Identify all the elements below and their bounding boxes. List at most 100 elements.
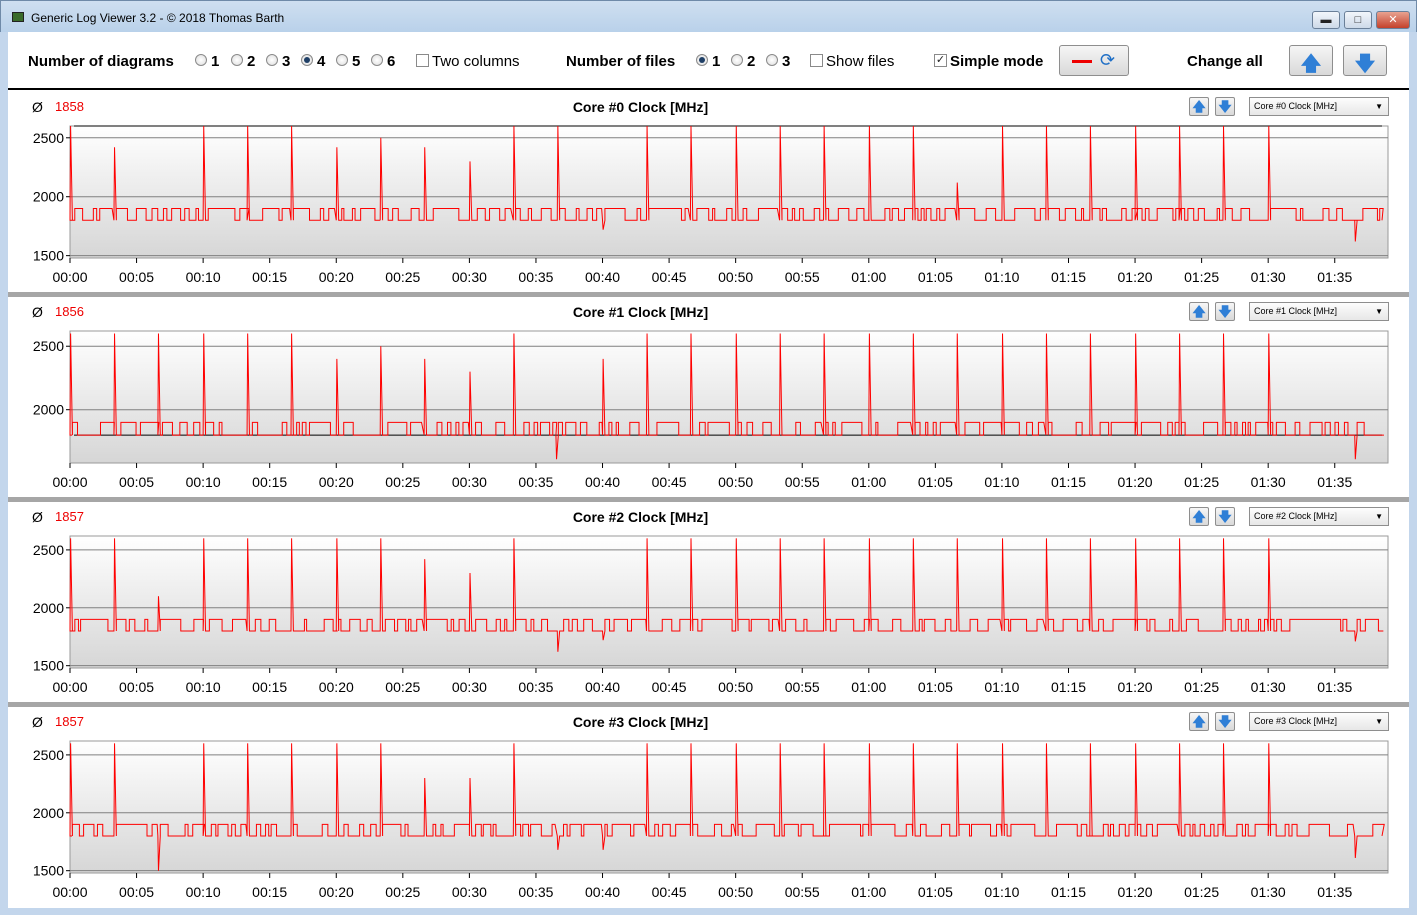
plot-area — [69, 740, 1389, 874]
x-tick-label: 00:25 — [385, 474, 420, 490]
move-up-all-button[interactable]: 🡅 — [1289, 45, 1333, 76]
diagram-title: Core #3 Clock [MHz] — [572, 714, 709, 730]
move-up-button[interactable]: 🡅 — [1189, 507, 1209, 526]
maximize-button[interactable]: □ — [1344, 11, 1372, 29]
show-files-label: Show files — [826, 53, 895, 70]
y-tick-label: 2500 — [33, 130, 64, 146]
sensor-select[interactable]: Core #0 Clock [MHz] ▼ — [1249, 97, 1389, 116]
chevron-down-icon: ▼ — [1375, 717, 1383, 726]
x-tick-label: 01:35 — [1317, 269, 1352, 285]
y-tick-label: 1500 — [33, 863, 64, 879]
average-symbol: Ø — [32, 99, 43, 115]
files-radio-3[interactable] — [766, 54, 778, 66]
x-tick-label: 00:00 — [52, 474, 87, 490]
app-icon — [12, 12, 24, 22]
move-up-button[interactable]: 🡅 — [1189, 302, 1209, 321]
x-tick-label: 00:50 — [718, 269, 753, 285]
move-down-button[interactable]: 🡇 — [1215, 507, 1235, 526]
files-radio-label-3: 3 — [782, 53, 791, 70]
line-style-button[interactable]: ⟳ — [1059, 45, 1129, 76]
x-tick-label: 01:25 — [1184, 679, 1219, 695]
x-tick-label: 01:35 — [1317, 474, 1352, 490]
x-tick-label: 01:35 — [1317, 679, 1352, 695]
arrow-down-icon: 🡇 — [1218, 509, 1232, 524]
y-tick-label: 2000 — [33, 805, 64, 821]
x-tick-label: 01:25 — [1184, 474, 1219, 490]
diagrams-radio-4[interactable] — [301, 54, 313, 66]
show-files-checkbox[interactable] — [810, 54, 823, 67]
x-tick-label: 00:00 — [52, 269, 87, 285]
x-tick-label: 01:00 — [851, 269, 886, 285]
x-tick-label: 01:10 — [984, 269, 1019, 285]
diagrams-radio-1[interactable] — [195, 54, 207, 66]
x-tick-label: 00:00 — [52, 679, 87, 695]
diagrams-radio-label-6: 6 — [387, 53, 396, 70]
x-tick-label: 01:10 — [984, 679, 1019, 695]
x-tick-label: 00:40 — [585, 679, 620, 695]
y-tick-label: 1500 — [33, 248, 64, 264]
diagrams-radio-3[interactable] — [266, 54, 278, 66]
move-up-button[interactable]: 🡅 — [1189, 712, 1209, 731]
diagrams-radio-5[interactable] — [336, 54, 348, 66]
diagram-title: Core #0 Clock [MHz] — [572, 99, 709, 115]
x-tick-label: 00:25 — [385, 269, 420, 285]
simple-mode-label: Simple mode — [950, 53, 1044, 70]
x-tick-label: 00:40 — [585, 269, 620, 285]
x-tick-label: 01:20 — [1118, 679, 1153, 695]
x-tick-label: 01:30 — [1251, 679, 1286, 695]
x-tick-label: 01:15 — [1051, 884, 1086, 900]
x-tick-label: 01:05 — [918, 884, 953, 900]
x-tick-label: 00:15 — [252, 474, 287, 490]
line-chart[interactable]: 1500 2000 2500 00:00 00:05 00:10 00:15 00:20 00:… — [8, 530, 1409, 700]
sensor-select[interactable]: Core #3 Clock [MHz] ▼ — [1249, 712, 1389, 731]
average-symbol: Ø — [32, 714, 43, 730]
x-tick-label: 00:55 — [785, 474, 820, 490]
diagrams-radio-2[interactable] — [231, 54, 243, 66]
x-tick-label: 00:55 — [785, 679, 820, 695]
x-tick-label: 00:05 — [119, 884, 154, 900]
x-tick-label: 00:05 — [119, 679, 154, 695]
x-tick-label: 00:40 — [585, 474, 620, 490]
line-chart[interactable]: 2000 2500 00:00 00:05 00:10 00:15 00:20 00:25 00… — [8, 325, 1409, 495]
simple-mode-checkbox[interactable]: ✓ — [934, 54, 947, 67]
minimize-button[interactable]: ▬ — [1312, 11, 1340, 29]
x-tick-label: 00:20 — [319, 884, 354, 900]
x-tick-label: 01:00 — [851, 679, 886, 695]
x-tick-label: 00:50 — [718, 884, 753, 900]
window-title: Generic Log Viewer 3.2 - © 2018 Thomas B… — [31, 11, 285, 25]
title-bar[interactable]: Generic Log Viewer 3.2 - © 2018 Thomas B… — [0, 0, 1417, 32]
x-tick-label: 00:40 — [585, 884, 620, 900]
close-button[interactable]: ✕ — [1376, 11, 1410, 29]
files-radio-1[interactable] — [696, 54, 708, 66]
move-down-button[interactable]: 🡇 — [1215, 97, 1235, 116]
line-chart[interactable]: 1500 2000 2500 00:00 00:05 00:10 00:15 00:20 00:… — [8, 735, 1409, 905]
arrow-down-icon: 🡇 — [1218, 714, 1232, 729]
panel-splitter[interactable] — [8, 292, 1409, 297]
sensor-select[interactable]: Core #2 Clock [MHz] ▼ — [1249, 507, 1389, 526]
diagram-panel-0: Ø 1858 Core #0 Clock [MHz] 🡅 🡇 Core #0 C… — [8, 92, 1409, 292]
two-columns-checkbox[interactable] — [416, 54, 429, 67]
sensor-select-value: Core #1 Clock [MHz] — [1254, 306, 1338, 316]
diagrams-radio-label-3: 3 — [282, 53, 291, 70]
x-tick-label: 00:30 — [452, 884, 487, 900]
move-up-button[interactable]: 🡅 — [1189, 97, 1209, 116]
line-chart[interactable]: 1500 2000 2500 00:00 00:05 00:10 00:15 00:20 00:… — [8, 120, 1409, 290]
panel-splitter[interactable] — [8, 497, 1409, 502]
panel-splitter[interactable] — [8, 702, 1409, 707]
average-value: 1858 — [55, 99, 84, 114]
files-radio-2[interactable] — [731, 54, 743, 66]
sensor-select[interactable]: Core #1 Clock [MHz] ▼ — [1249, 302, 1389, 321]
x-tick-label: 00:15 — [252, 269, 287, 285]
plot-area — [69, 125, 1389, 259]
move-down-button[interactable]: 🡇 — [1215, 302, 1235, 321]
move-down-button[interactable]: 🡇 — [1215, 712, 1235, 731]
x-tick-label: 01:00 — [851, 474, 886, 490]
diagrams-radio-6[interactable] — [371, 54, 383, 66]
move-down-all-button[interactable]: 🡇 — [1343, 45, 1387, 76]
x-tick-label: 01:10 — [984, 474, 1019, 490]
x-tick-label: 00:25 — [385, 679, 420, 695]
x-tick-label: 00:10 — [186, 679, 221, 695]
sensor-select-value: Core #3 Clock [MHz] — [1254, 716, 1338, 726]
x-tick-label: 01:05 — [918, 679, 953, 695]
x-tick-label: 00:45 — [652, 269, 687, 285]
